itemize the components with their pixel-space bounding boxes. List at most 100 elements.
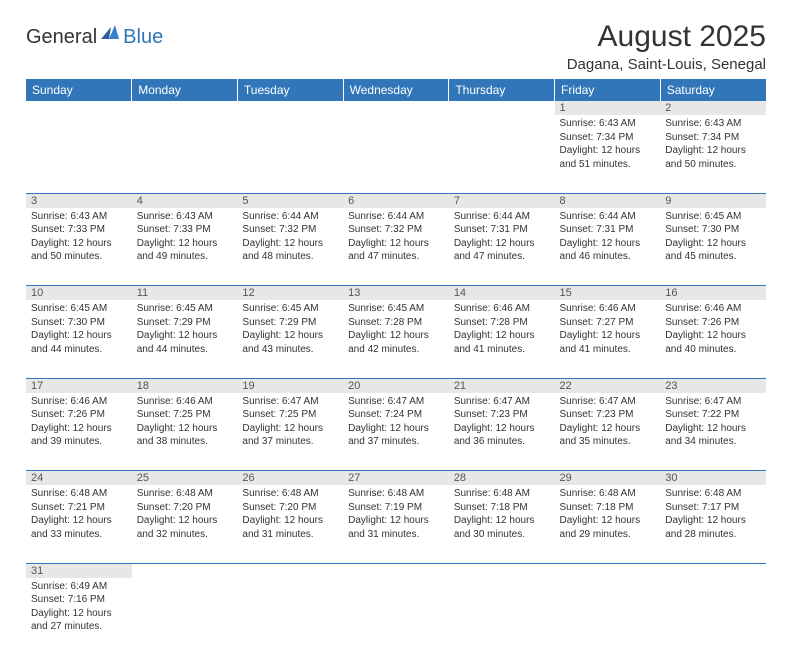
- day-cell: Sunrise: 6:45 AMSunset: 7:29 PMDaylight:…: [132, 300, 238, 378]
- day-details: Sunrise: 6:44 AMSunset: 7:32 PMDaylight:…: [237, 208, 343, 268]
- sunrise-line: Sunrise: 6:48 AM: [348, 487, 444, 501]
- weekday-header: Sunday: [26, 79, 132, 101]
- day-cell: Sunrise: 6:44 AMSunset: 7:32 PMDaylight:…: [237, 208, 343, 286]
- sunrise-line: Sunrise: 6:45 AM: [31, 302, 127, 316]
- day-details: Sunrise: 6:48 AMSunset: 7:20 PMDaylight:…: [132, 485, 238, 545]
- daynum-row: 3456789: [26, 193, 766, 208]
- week-row: Sunrise: 6:45 AMSunset: 7:30 PMDaylight:…: [26, 300, 766, 378]
- daynum-cell: 19: [237, 378, 343, 393]
- weekday-header: Friday: [555, 79, 661, 101]
- sunrise-line: Sunrise: 6:45 AM: [242, 302, 338, 316]
- day-cell: [132, 578, 238, 656]
- day-details: Sunrise: 6:43 AMSunset: 7:33 PMDaylight:…: [132, 208, 238, 268]
- day-details: Sunrise: 6:43 AMSunset: 7:34 PMDaylight:…: [555, 115, 661, 175]
- day-cell: Sunrise: 6:47 AMSunset: 7:25 PMDaylight:…: [237, 393, 343, 471]
- sunrise-line: Sunrise: 6:48 AM: [242, 487, 338, 501]
- logo-text-1: General: [26, 26, 97, 49]
- day-cell: Sunrise: 6:48 AMSunset: 7:21 PMDaylight:…: [26, 485, 132, 563]
- day-details: Sunrise: 6:46 AMSunset: 7:27 PMDaylight:…: [555, 300, 661, 360]
- sunset-line: Sunset: 7:34 PM: [560, 131, 656, 145]
- daylight-line: Daylight: 12 hours and 43 minutes.: [242, 329, 338, 356]
- day-details: Sunrise: 6:46 AMSunset: 7:25 PMDaylight:…: [132, 393, 238, 453]
- sunset-line: Sunset: 7:20 PM: [242, 501, 338, 515]
- daylight-line: Daylight: 12 hours and 31 minutes.: [242, 514, 338, 541]
- day-cell: Sunrise: 6:47 AMSunset: 7:23 PMDaylight:…: [449, 393, 555, 471]
- day-cell: [449, 578, 555, 656]
- day-cell: Sunrise: 6:44 AMSunset: 7:31 PMDaylight:…: [555, 208, 661, 286]
- daynum-cell: 25: [132, 471, 238, 486]
- daynum-cell: 28: [449, 471, 555, 486]
- daynum-cell: 26: [237, 471, 343, 486]
- daylight-line: Daylight: 12 hours and 50 minutes.: [665, 144, 761, 171]
- daylight-line: Daylight: 12 hours and 49 minutes.: [137, 237, 233, 264]
- daynum-cell: 13: [343, 286, 449, 301]
- sunrise-line: Sunrise: 6:43 AM: [665, 117, 761, 131]
- day-cell: Sunrise: 6:48 AMSunset: 7:20 PMDaylight:…: [132, 485, 238, 563]
- daylight-line: Daylight: 12 hours and 48 minutes.: [242, 237, 338, 264]
- day-cell: Sunrise: 6:48 AMSunset: 7:20 PMDaylight:…: [237, 485, 343, 563]
- sunrise-line: Sunrise: 6:45 AM: [665, 210, 761, 224]
- sunset-line: Sunset: 7:25 PM: [242, 408, 338, 422]
- sunset-line: Sunset: 7:25 PM: [137, 408, 233, 422]
- day-details: Sunrise: 6:45 AMSunset: 7:30 PMDaylight:…: [660, 208, 766, 268]
- daynum-cell: 29: [555, 471, 661, 486]
- week-row: Sunrise: 6:43 AMSunset: 7:34 PMDaylight:…: [26, 115, 766, 193]
- daynum-row: 24252627282930: [26, 471, 766, 486]
- daynum-cell: [132, 563, 238, 578]
- day-details: Sunrise: 6:43 AMSunset: 7:33 PMDaylight:…: [26, 208, 132, 268]
- day-cell: [237, 578, 343, 656]
- weekday-header: Monday: [132, 79, 238, 101]
- day-cell: Sunrise: 6:45 AMSunset: 7:29 PMDaylight:…: [237, 300, 343, 378]
- day-details: Sunrise: 6:47 AMSunset: 7:22 PMDaylight:…: [660, 393, 766, 453]
- daynum-cell: [26, 101, 132, 115]
- daynum-cell: 23: [660, 378, 766, 393]
- daynum-cell: [237, 563, 343, 578]
- sunrise-line: Sunrise: 6:43 AM: [31, 210, 127, 224]
- day-details: Sunrise: 6:49 AMSunset: 7:16 PMDaylight:…: [26, 578, 132, 638]
- sunset-line: Sunset: 7:33 PM: [31, 223, 127, 237]
- day-cell: Sunrise: 6:46 AMSunset: 7:26 PMDaylight:…: [26, 393, 132, 471]
- day-cell: Sunrise: 6:45 AMSunset: 7:28 PMDaylight:…: [343, 300, 449, 378]
- title-block: August 2025 Dagana, Saint-Louis, Senegal: [567, 20, 766, 73]
- daynum-cell: 12: [237, 286, 343, 301]
- daylight-line: Daylight: 12 hours and 51 minutes.: [560, 144, 656, 171]
- daylight-line: Daylight: 12 hours and 32 minutes.: [137, 514, 233, 541]
- sunrise-line: Sunrise: 6:48 AM: [454, 487, 550, 501]
- sunrise-line: Sunrise: 6:46 AM: [454, 302, 550, 316]
- sunset-line: Sunset: 7:16 PM: [31, 593, 127, 607]
- location: Dagana, Saint-Louis, Senegal: [567, 56, 766, 73]
- day-cell: Sunrise: 6:45 AMSunset: 7:30 PMDaylight:…: [26, 300, 132, 378]
- day-details: Sunrise: 6:44 AMSunset: 7:32 PMDaylight:…: [343, 208, 449, 268]
- daynum-cell: 1: [555, 101, 661, 115]
- daynum-row: 12: [26, 101, 766, 115]
- sunset-line: Sunset: 7:28 PM: [454, 316, 550, 330]
- daynum-cell: [343, 563, 449, 578]
- daynum-cell: 15: [555, 286, 661, 301]
- sunrise-line: Sunrise: 6:44 AM: [348, 210, 444, 224]
- day-details: Sunrise: 6:46 AMSunset: 7:26 PMDaylight:…: [660, 300, 766, 360]
- sunset-line: Sunset: 7:31 PM: [454, 223, 550, 237]
- sunset-line: Sunset: 7:34 PM: [665, 131, 761, 145]
- day-cell: Sunrise: 6:46 AMSunset: 7:26 PMDaylight:…: [660, 300, 766, 378]
- daylight-line: Daylight: 12 hours and 38 minutes.: [137, 422, 233, 449]
- daynum-row: 17181920212223: [26, 378, 766, 393]
- sunrise-line: Sunrise: 6:44 AM: [560, 210, 656, 224]
- day-cell: Sunrise: 6:43 AMSunset: 7:33 PMDaylight:…: [26, 208, 132, 286]
- daynum-cell: 9: [660, 193, 766, 208]
- daynum-cell: [555, 563, 661, 578]
- logo-text-2: Blue: [123, 26, 163, 49]
- daynum-cell: [449, 563, 555, 578]
- sunrise-line: Sunrise: 6:47 AM: [454, 395, 550, 409]
- day-cell: Sunrise: 6:49 AMSunset: 7:16 PMDaylight:…: [26, 578, 132, 656]
- day-cell: Sunrise: 6:48 AMSunset: 7:18 PMDaylight:…: [555, 485, 661, 563]
- day-details: Sunrise: 6:45 AMSunset: 7:29 PMDaylight:…: [132, 300, 238, 360]
- sunset-line: Sunset: 7:18 PM: [560, 501, 656, 515]
- daynum-cell: 20: [343, 378, 449, 393]
- sunset-line: Sunset: 7:17 PM: [665, 501, 761, 515]
- day-details: Sunrise: 6:48 AMSunset: 7:17 PMDaylight:…: [660, 485, 766, 545]
- sunrise-line: Sunrise: 6:48 AM: [560, 487, 656, 501]
- daylight-line: Daylight: 12 hours and 50 minutes.: [31, 237, 127, 264]
- sunset-line: Sunset: 7:27 PM: [560, 316, 656, 330]
- logo: General Blue: [26, 26, 163, 49]
- daynum-cell: [237, 101, 343, 115]
